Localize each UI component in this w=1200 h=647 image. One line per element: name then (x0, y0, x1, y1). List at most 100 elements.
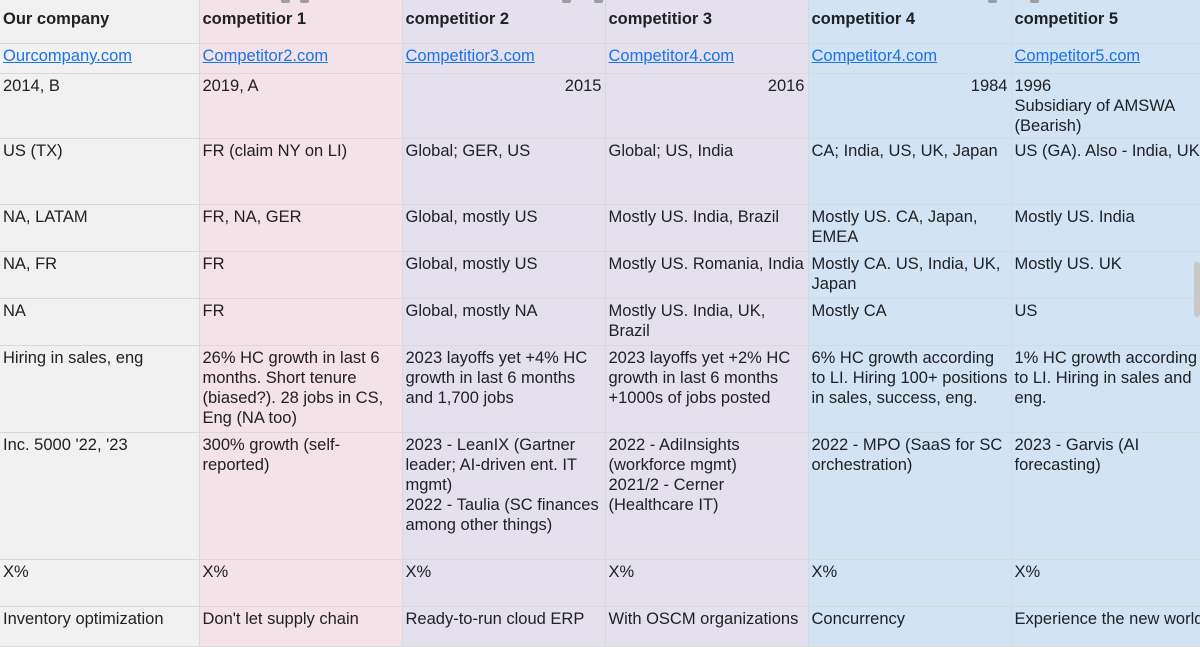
cell[interactable]: 2015 (402, 74, 605, 139)
cell[interactable]: Competitor5.com (1011, 44, 1200, 74)
cell[interactable]: X% (199, 560, 402, 607)
cell[interactable]: Mostly US. India, UK, Brazil (605, 299, 808, 346)
cell-text: Hiring in sales, eng (3, 349, 143, 367)
cell-text: NA (3, 302, 26, 320)
cell[interactable]: 6% HC growth according to LI. Hiring 100… (808, 346, 1011, 433)
cell-text: US (GA). Also - India, UK, ... (1015, 142, 1200, 160)
cell[interactable]: Ready-to-run cloud ERP (402, 607, 605, 647)
cell[interactable]: Ourcompany.com (0, 44, 199, 74)
cell[interactable]: Mostly CA. US, India, UK, Japan (808, 252, 1011, 299)
cell-text: US (TX) (3, 142, 63, 160)
cell-text: Mostly US. India, UK, Brazil (609, 302, 766, 340)
cell[interactable]: NA, LATAM (0, 205, 199, 252)
cell[interactable]: 2022 - AdiInsights (workforce mgmt) 2021… (605, 433, 808, 560)
cell[interactable]: US (TX) (0, 139, 199, 205)
cell[interactable]: US (1011, 299, 1200, 346)
cell[interactable]: Global; US, India (605, 139, 808, 205)
cell[interactable]: Global, mostly US (402, 205, 605, 252)
cell-text: FR (claim NY on LI) (203, 142, 348, 160)
cell[interactable]: 2022 - MPO (SaaS for SC orchestration) (808, 433, 1011, 560)
cell[interactable]: Inventory optimization (0, 607, 199, 647)
cell[interactable]: FR (claim NY on LI) (199, 139, 402, 205)
cell[interactable]: Inc. 5000 '22, '23 (0, 433, 199, 560)
cell[interactable]: FR, NA, GER (199, 205, 402, 252)
cell[interactable]: 26% HC growth in last 6 months. Short te… (199, 346, 402, 433)
cell[interactable]: Global; GER, US (402, 139, 605, 205)
cell[interactable]: FR (199, 299, 402, 346)
cell[interactable]: Global, mostly US (402, 252, 605, 299)
cell-text: Global, mostly US (406, 208, 538, 226)
cell[interactable]: 1% HC growth according to LI. Hiring in … (1011, 346, 1200, 433)
cell[interactable]: 2019, A (199, 74, 402, 139)
cell-text: Mostly US. CA, Japan, EMEA (812, 208, 978, 246)
cell[interactable]: Our company (0, 0, 199, 44)
website-link[interactable]: Competitor2.com (203, 47, 329, 65)
cell[interactable]: CA; India, US, UK, Japan (808, 139, 1011, 205)
cell[interactable]: competitior 3 (605, 0, 808, 44)
cell[interactable]: Mostly US. UK (1011, 252, 1200, 299)
cell[interactable]: Mostly US. Romania, India (605, 252, 808, 299)
cell[interactable]: 300% growth (self-reported) (199, 433, 402, 560)
cell[interactable]: competitior 5 (1011, 0, 1200, 44)
cell-text: Mostly US. India, Brazil (609, 208, 780, 226)
website-link[interactable]: Competitor5.com (1015, 47, 1141, 65)
cell[interactable]: Competitor4.com (605, 44, 808, 74)
cell-text: Mostly CA. US, India, UK, Japan (812, 255, 1001, 293)
cell[interactable]: 2014, B (0, 74, 199, 139)
cell-text: Global, mostly US (406, 255, 538, 273)
website-link[interactable]: Competitor4.com (812, 47, 938, 65)
cell[interactable]: 2023 layoffs yet +4% HC growth in last 6… (402, 346, 605, 433)
website-row: Ourcompany.com Competitor2.com Competitior… (0, 44, 1200, 74)
cell-text: FR (203, 302, 225, 320)
cell[interactable]: 1984 (808, 74, 1011, 139)
cell[interactable]: 2023 - Garvis (AI forecasting) (1011, 433, 1200, 560)
cell[interactable]: Competitior3.com (402, 44, 605, 74)
cell[interactable]: 2023 - LeanIX (Gartner leader; AI-driven… (402, 433, 605, 560)
website-link[interactable]: Competitior3.com (406, 47, 535, 65)
cell[interactable]: NA, FR (0, 252, 199, 299)
website-link[interactable]: Competitor4.com (609, 47, 735, 65)
cell[interactable]: Experience the new world (1011, 607, 1200, 647)
cell[interactable]: NA (0, 299, 199, 346)
cell-text: Ready-to-run cloud ERP (406, 610, 585, 628)
vertical-scrollbar-thumb[interactable] (1194, 262, 1200, 317)
cell-text: 6% HC growth according to LI. Hiring 100… (812, 349, 1008, 407)
cell[interactable]: X% (808, 560, 1011, 607)
cell-text: Global; GER, US (406, 142, 531, 160)
cell-text: 2014, B (3, 77, 60, 95)
cell[interactable]: Competitor2.com (199, 44, 402, 74)
cell[interactable]: X% (605, 560, 808, 607)
cell[interactable]: With OSCM organizations (605, 607, 808, 647)
cell-text: competitior 5 (1015, 9, 1200, 29)
cell[interactable]: X% (1011, 560, 1200, 607)
cell[interactable]: FR (199, 252, 402, 299)
cell[interactable]: Don't let supply chain (199, 607, 402, 647)
website-link[interactable]: Ourcompany.com (3, 47, 132, 65)
cell[interactable]: Mostly CA (808, 299, 1011, 346)
cell[interactable]: Competitor4.com (808, 44, 1011, 74)
cell[interactable]: Concurrency (808, 607, 1011, 647)
share-row: X%X%X%X%X%X% (0, 560, 1200, 607)
cell[interactable]: Mostly US. India (1011, 205, 1200, 252)
cell[interactable]: competitior 1 (199, 0, 402, 44)
cell[interactable]: competitior 4 (808, 0, 1011, 44)
cell-text: 1% HC growth according to LI. Hiring in … (1015, 349, 1198, 407)
cell[interactable]: competitior 2 (402, 0, 605, 44)
cell[interactable]: Global, mostly NA (402, 299, 605, 346)
cell[interactable]: X% (0, 560, 199, 607)
cell[interactable]: 2016 (605, 74, 808, 139)
hq-row: US (TX) FR (claim NY on LI) Global; GER, U… (0, 139, 1200, 205)
cell-text: X% (406, 563, 432, 581)
cell-text: Mostly US. Romania, India (609, 255, 804, 273)
cell[interactable]: Mostly US. India, Brazil (605, 205, 808, 252)
cell[interactable]: 1996 Subsidiary of AMSWA (Bearish) (1011, 74, 1200, 139)
cell[interactable]: Hiring in sales, eng (0, 346, 199, 433)
cell-text: competitior 3 (609, 9, 805, 29)
cell[interactable]: X% (402, 560, 605, 607)
cell[interactable]: Mostly US. CA, Japan, EMEA (808, 205, 1011, 252)
cell[interactable]: US (GA). Also - India, UK, ... (1011, 139, 1200, 205)
cell[interactable]: 2023 layoffs yet +2% HC growth in last 6… (605, 346, 808, 433)
cell-text: 2015 (565, 77, 602, 95)
